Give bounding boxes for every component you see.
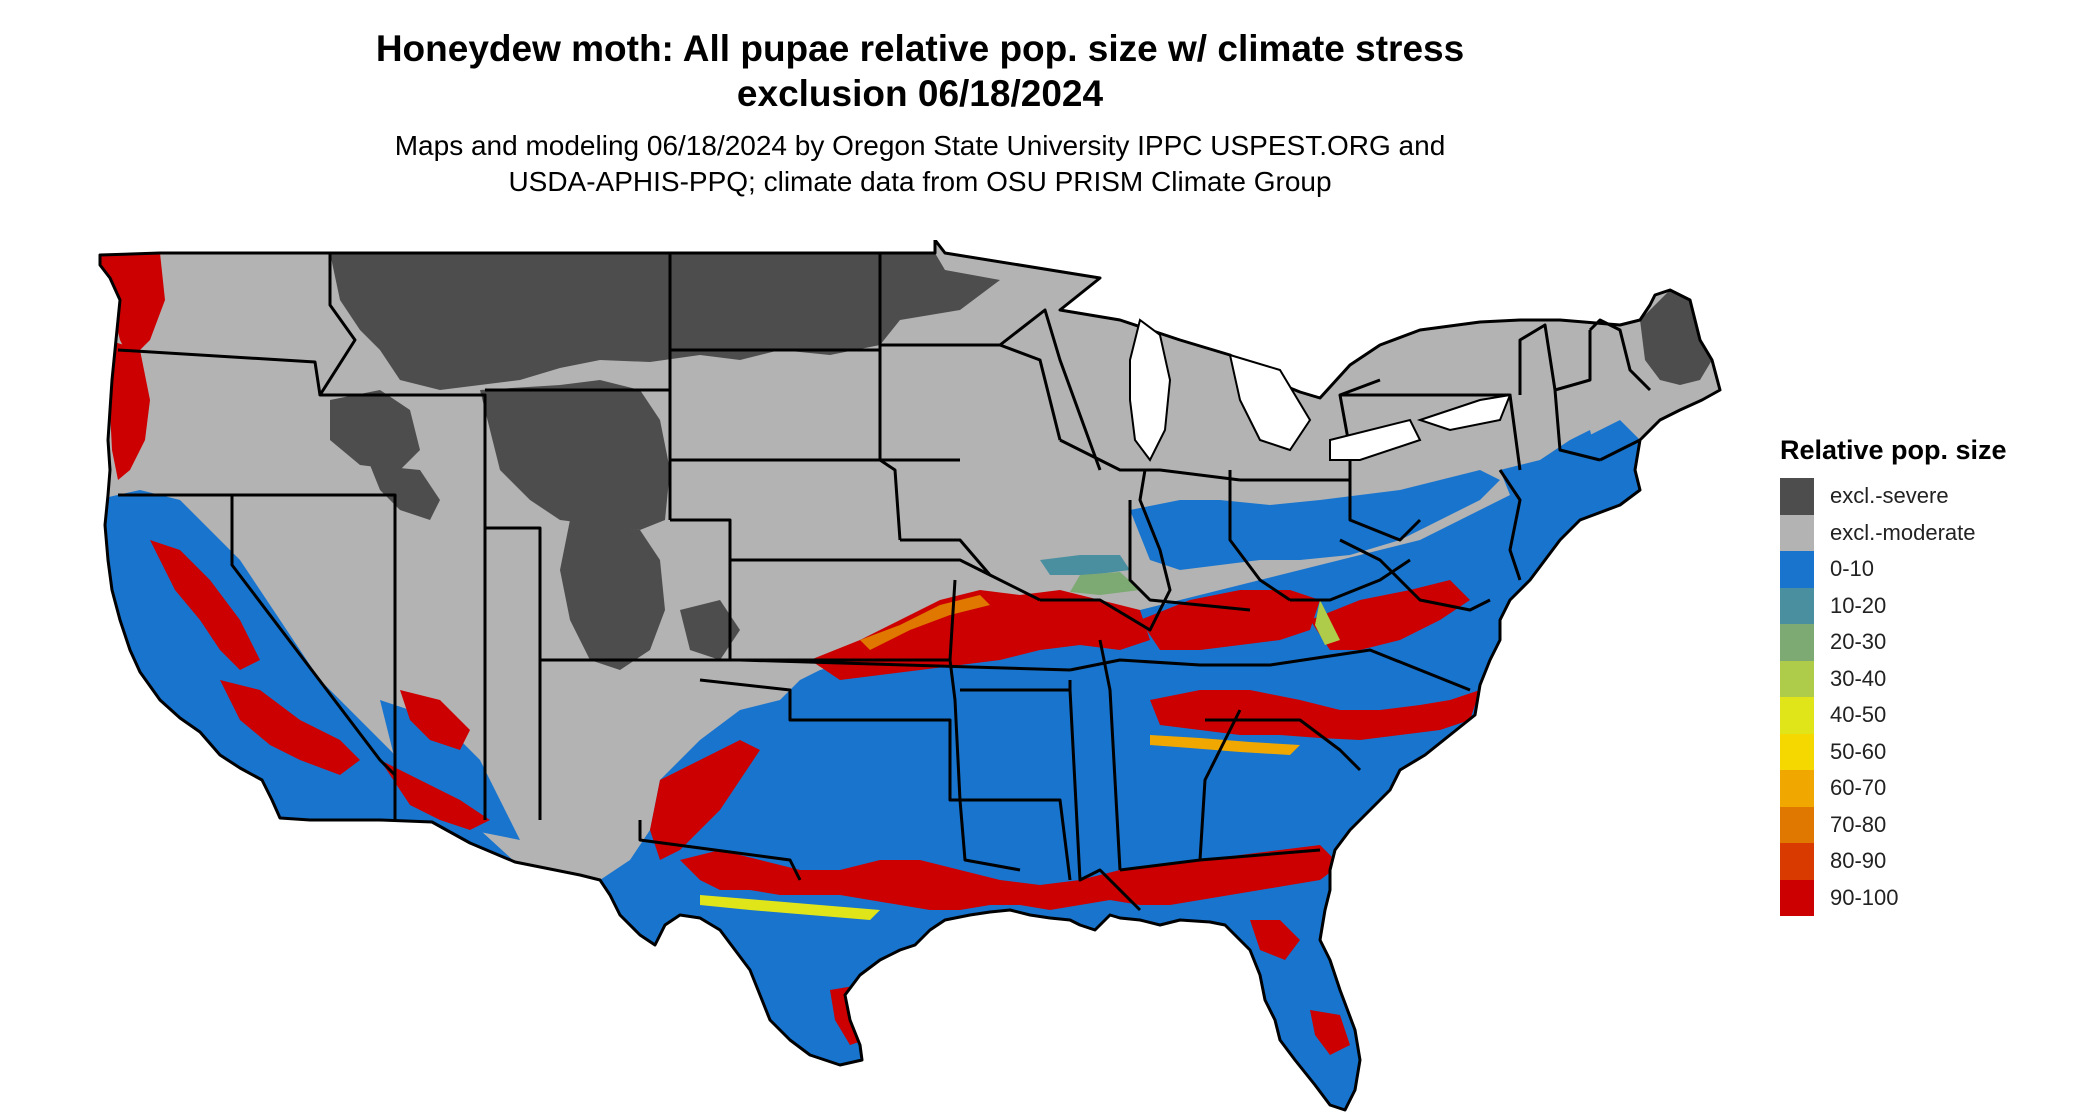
legend-swatch xyxy=(1780,551,1814,588)
legend-label: excl.-severe xyxy=(1830,483,1949,509)
legend-label: 0-10 xyxy=(1830,556,1875,582)
legend-swatch xyxy=(1780,879,1814,916)
map-title: Honeydew moth: All pupae relative pop. s… xyxy=(0,26,1840,116)
title-line-1: Honeydew moth: All pupae relative pop. s… xyxy=(375,28,1465,69)
legend-label: 10-20 xyxy=(1830,592,1887,618)
legend-item: 60-70 xyxy=(1780,770,2007,807)
legend-label: 40-50 xyxy=(1830,702,1887,728)
legend-item: 80-90 xyxy=(1780,843,2007,880)
legend-swatch xyxy=(1780,697,1814,734)
legend-label: 90-100 xyxy=(1830,884,1899,910)
legend-swatch xyxy=(1780,514,1814,551)
legend: Relative pop. size excl.-severe excl.-mod… xyxy=(1780,434,2007,916)
legend-swatch xyxy=(1780,660,1814,697)
legend-item: 10-20 xyxy=(1780,587,2007,624)
legend-label: 50-60 xyxy=(1830,738,1887,764)
population-raster xyxy=(100,240,1720,1110)
legend-swatch xyxy=(1780,733,1814,770)
legend-swatch xyxy=(1780,478,1814,515)
legend-label: 30-40 xyxy=(1830,665,1887,691)
subtitle-line-2: USDA-APHIS-PPQ; climate data from OSU PR… xyxy=(508,166,1332,197)
legend-item: excl.-severe xyxy=(1780,478,2007,515)
legend-swatch xyxy=(1780,587,1814,624)
legend-item: 70-80 xyxy=(1780,806,2007,843)
legend-item: 0-10 xyxy=(1780,551,2007,588)
legend-title: Relative pop. size xyxy=(1780,435,2007,465)
legend-item: 40-50 xyxy=(1780,697,2007,734)
legend-label: 80-90 xyxy=(1830,848,1887,874)
great-lakes xyxy=(1129,318,1512,462)
severe-exclusion-zones xyxy=(330,253,1712,670)
legend-label: 60-70 xyxy=(1830,775,1887,801)
legend-label: 20-30 xyxy=(1830,629,1887,655)
map-subtitle: Maps and modeling 06/18/2024 by Oregon S… xyxy=(0,128,1840,200)
legend-items: excl.-severe excl.-moderate 0-10 10-20 20-30… xyxy=(1780,478,2007,916)
legend-item: 30-40 xyxy=(1780,660,2007,697)
legend-item: 20-30 xyxy=(1780,624,2007,661)
legend-item: 90-100 xyxy=(1780,879,2007,916)
title-line-2: exclusion 06/18/2024 xyxy=(736,73,1104,114)
legend-swatch xyxy=(1780,806,1814,843)
legend-swatch xyxy=(1780,770,1814,807)
legend-swatch xyxy=(1780,843,1814,880)
legend-item: 50-60 xyxy=(1780,733,2007,770)
us-map xyxy=(98,240,1722,1112)
legend-item: excl.-moderate xyxy=(1780,514,2007,551)
subtitle-line-1: Maps and modeling 06/18/2024 by Oregon S… xyxy=(394,130,1446,161)
legend-label: excl.-moderate xyxy=(1830,519,1976,545)
legend-swatch xyxy=(1780,624,1814,661)
legend-label: 70-80 xyxy=(1830,811,1887,837)
